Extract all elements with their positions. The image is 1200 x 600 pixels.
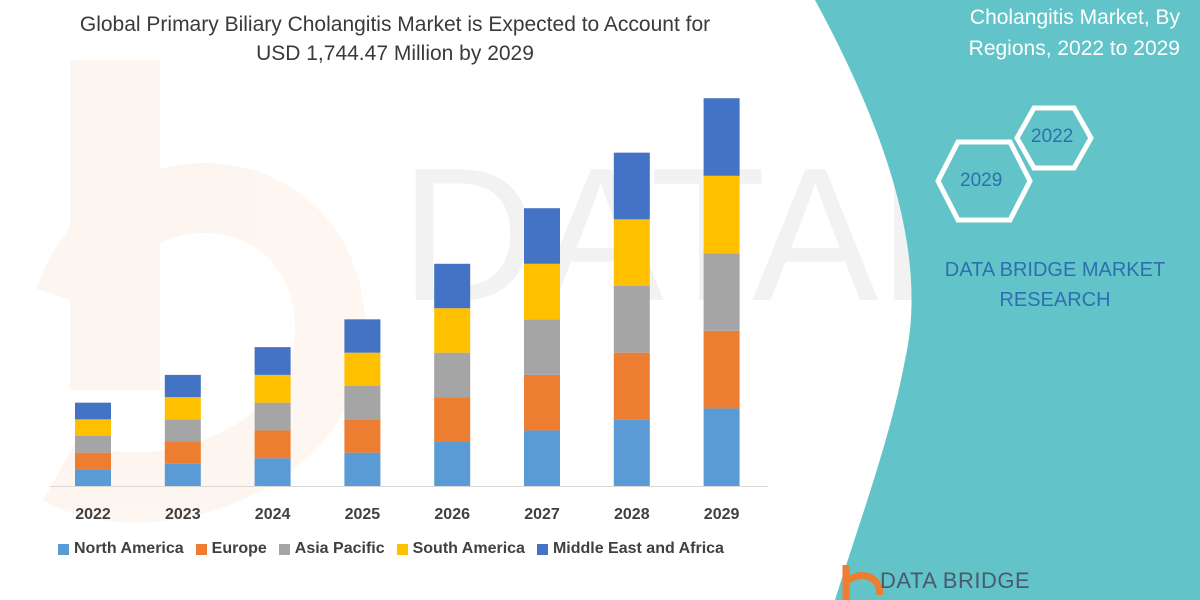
bar-segment (75, 452, 111, 470)
x-tick-label: 2025 (345, 506, 381, 523)
side-title-line: Regions, 2022 to 2029 (968, 37, 1180, 60)
x-tick-label: 2027 (524, 506, 560, 523)
bar-segment (344, 319, 381, 353)
legend-swatch (278, 543, 290, 555)
bar-segment (613, 419, 650, 486)
x-tick-label: 2023 (165, 506, 201, 523)
x-tick-label: 2024 (255, 506, 291, 523)
legend-item: Middle East and Africa (536, 540, 724, 558)
bar-segment (613, 352, 650, 420)
brand-line: RESEARCH (999, 289, 1111, 311)
bar-segment (703, 253, 740, 331)
chart-title: Global Primary Biliary Cholangitis Marke… (79, 13, 711, 65)
bar-segment (434, 308, 471, 353)
hex-label-2029: 2029 (960, 170, 1003, 191)
bar-segment (164, 463, 201, 486)
x-tick-label: 2028 (614, 506, 650, 523)
legend-label: Asia Pacific (294, 540, 385, 557)
legend-swatch (58, 543, 69, 555)
bar-segment (164, 397, 201, 420)
legend-label: South America (412, 540, 525, 557)
bar-segment (524, 208, 560, 264)
x-tick-label: 2029 (704, 506, 740, 523)
bar-segment (434, 441, 471, 486)
side-title: Cholangitis Market, By Regions, 2022 to … (900, 2, 1180, 64)
teal-panel (815, 0, 1200, 600)
legend-label: Europe (211, 540, 267, 557)
legend-label: Middle East and Africa (552, 540, 724, 557)
bar-segment (434, 397, 471, 442)
bar-segment (344, 352, 381, 386)
bar-segment (254, 402, 291, 431)
bar-segment (524, 263, 560, 320)
bar-segment (703, 175, 740, 254)
bar-segment (344, 452, 381, 486)
bar-segment (613, 286, 650, 353)
legend-item: North America (58, 540, 184, 558)
bar-segment (75, 469, 111, 486)
bar-segment (703, 408, 740, 486)
bar-segment (434, 352, 471, 398)
hex-2022 (1014, 105, 1094, 171)
hex-2029 (935, 139, 1033, 223)
bar-segment (434, 263, 471, 309)
legend-swatch (536, 543, 548, 555)
bar-segment (254, 374, 291, 403)
bar-segment (344, 419, 381, 453)
bar-segment (613, 152, 650, 220)
x-tick-label: 2022 (75, 506, 111, 523)
bar-segment (524, 374, 560, 431)
bar-segment (703, 98, 740, 176)
logo-icon (842, 565, 884, 600)
stacked-bar-chart: 2022 2023 2024 2025 2026 2027 2028 2029 (50, 98, 768, 523)
bar-segment (164, 374, 201, 398)
brand-text: DATA BRIDGE MARKET RESEARCH (920, 255, 1190, 315)
bar-segment (254, 458, 291, 486)
bar-segment (613, 219, 650, 286)
legend-item: Asia Pacific (278, 540, 385, 558)
legend-swatch (195, 543, 207, 555)
bar-segment (164, 441, 201, 464)
bar-segment (703, 330, 740, 409)
side-title-line: Cholangitis Market, By (969, 6, 1180, 29)
legend: North America Europe Asia Pacific South Ame… (58, 540, 724, 558)
bar-segment (524, 319, 560, 375)
bar-segment (75, 419, 111, 436)
legend-label: North America (74, 540, 184, 557)
bar-segment (164, 419, 201, 442)
bar-segment (75, 402, 111, 420)
legend-swatch (396, 543, 408, 555)
bar-segment (524, 430, 560, 486)
legend-item: South America (396, 540, 525, 558)
bar-segment (254, 430, 291, 459)
logo-text: DATA BRIDGE (880, 568, 1031, 593)
legend-item: Europe (195, 540, 267, 558)
x-tick-label: 2026 (434, 506, 470, 523)
bar-segment (254, 347, 291, 375)
hex-label-2022: 2022 (1031, 126, 1074, 147)
bar-segment (344, 386, 381, 420)
bar-segment (75, 436, 111, 453)
brand-line: DATA BRIDGE MARKET (944, 259, 1166, 281)
